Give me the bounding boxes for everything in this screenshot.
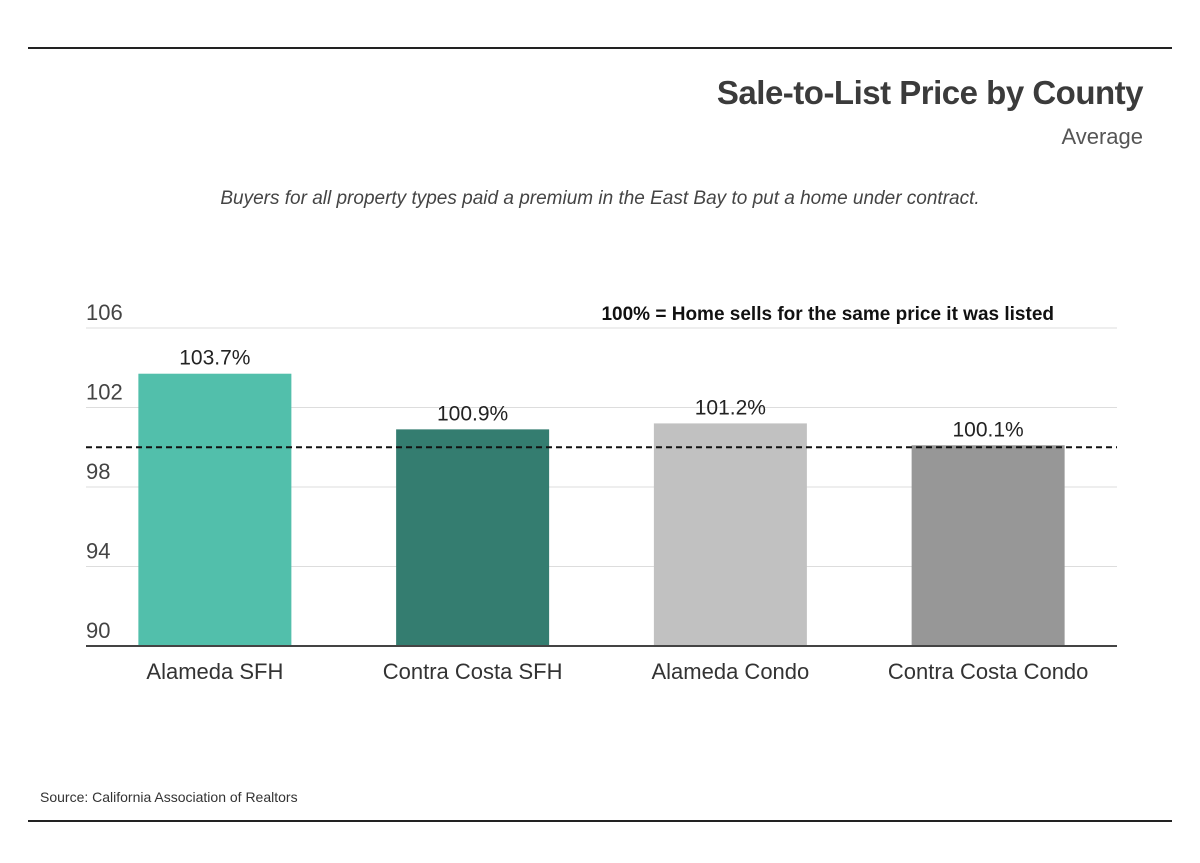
bars	[138, 373, 1065, 646]
x-category-label: Contra Costa SFH	[383, 659, 563, 684]
chart-title: Sale-to-List Price by County	[716, 74, 1144, 111]
y-tick-label: 94	[86, 539, 110, 564]
top-rule	[28, 47, 1172, 49]
labels: 90 94 98 102 106 103.7% Alameda SFH 100.9% Contr…	[86, 300, 1088, 684]
bar-value-label: 100.1%	[953, 418, 1024, 441]
bar-value-label: 103.7%	[179, 347, 250, 370]
bar	[911, 445, 1065, 646]
source-note: Source: California Association of Realto…	[40, 789, 298, 805]
bar	[653, 423, 807, 646]
x-category-label: Alameda SFH	[146, 659, 283, 684]
y-tick-label: 98	[86, 459, 110, 484]
chart-caption: Buyers for all property types paid a pre…	[220, 188, 980, 209]
x-category-label: Alameda Condo	[651, 659, 809, 684]
bar	[396, 429, 550, 646]
bar	[138, 373, 292, 646]
reference-annotation: 100% = Home sells for the same price it …	[601, 304, 1054, 325]
y-tick-label: 90	[86, 618, 110, 643]
x-category-label: Contra Costa Condo	[888, 659, 1089, 684]
reference-line-group	[86, 446, 1117, 647]
chart-subtitle: Average	[1061, 124, 1143, 149]
bar-value-label: 100.9%	[437, 402, 508, 425]
bar-value-label: 101.2%	[695, 396, 766, 419]
y-tick-label: 102	[86, 380, 123, 405]
y-tick-label: 106	[86, 300, 123, 325]
bottom-rule	[28, 820, 1172, 822]
